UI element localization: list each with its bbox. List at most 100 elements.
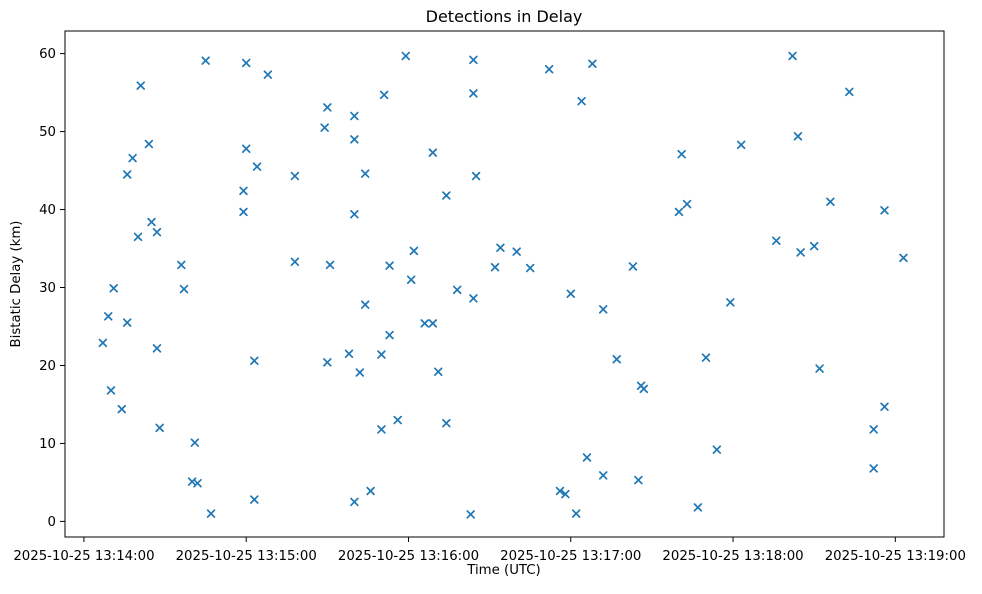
- scatter-point: [471, 171, 481, 181]
- scatter-point: [433, 367, 443, 376]
- scatter-point: [379, 90, 389, 100]
- scatter-point: [320, 123, 329, 132]
- y-tick-label: 60: [39, 47, 56, 62]
- scatter-point: [639, 384, 649, 394]
- scatter-point: [355, 368, 365, 377]
- scatter-point: [385, 261, 394, 270]
- scatter-point: [428, 319, 438, 328]
- scatter-point: [201, 56, 210, 65]
- scatter-point: [152, 227, 162, 237]
- scatter-point: [793, 132, 803, 141]
- scatter-point: [377, 425, 386, 434]
- y-tick-label: 10: [39, 437, 56, 452]
- scatter-point: [393, 415, 402, 425]
- scatter-point: [350, 497, 359, 507]
- scatter-point: [466, 510, 475, 519]
- scatter-point: [490, 262, 500, 272]
- scatter-point: [555, 486, 565, 496]
- scatter-point: [177, 260, 186, 270]
- scatter-point: [869, 425, 878, 434]
- scatter-point: [512, 247, 521, 256]
- scatter-point: [190, 438, 200, 447]
- scatter-point: [290, 171, 300, 181]
- scatter-point: [809, 241, 819, 251]
- scatter-point: [366, 486, 375, 496]
- scatter-point: [385, 330, 394, 340]
- scatter-point: [452, 285, 462, 295]
- scatter-point: [588, 59, 597, 68]
- scatter-point: [469, 89, 478, 98]
- scatter-point: [634, 475, 643, 485]
- x-tick-label: 2025-10-25 13:14:00: [13, 549, 154, 564]
- x-axis-label: Time (UTC): [466, 563, 541, 578]
- scatter-point: [250, 356, 259, 366]
- y-tick-label: 20: [39, 359, 56, 374]
- scatter-point: [612, 354, 621, 364]
- scatter-point: [377, 350, 386, 359]
- scatter-point: [104, 312, 113, 321]
- scatter-point: [241, 144, 251, 153]
- scatter-point: [845, 87, 854, 97]
- scatter-point: [577, 96, 586, 106]
- scatter-point: [350, 135, 359, 144]
- scatter-point: [469, 55, 478, 65]
- y-tick-label: 30: [39, 281, 56, 296]
- scatter-point: [193, 478, 202, 488]
- scatter-point: [360, 169, 370, 178]
- scatter-point: [117, 404, 127, 414]
- scatter-point: [598, 471, 608, 480]
- scatter-point: [796, 248, 805, 257]
- scatter-point: [290, 257, 300, 267]
- scatter-point: [144, 139, 154, 149]
- scatter-point: [420, 319, 429, 328]
- scatter-point: [325, 260, 335, 270]
- scatter-point: [726, 298, 735, 307]
- scatter-point: [677, 149, 686, 159]
- scatter-point: [239, 207, 248, 217]
- scatter-point: [109, 284, 118, 293]
- scatter-point: [442, 418, 451, 428]
- scatter-point: [98, 338, 108, 348]
- scatter-point: [239, 186, 248, 196]
- scatter-point: [406, 275, 416, 284]
- scatter-point: [693, 503, 703, 512]
- y-tick-label: 50: [39, 125, 56, 140]
- scatter-point: [155, 423, 164, 433]
- scatter-point: [880, 402, 889, 412]
- scatter-points: [98, 51, 908, 519]
- y-tick-label: 40: [39, 203, 56, 218]
- scatter-point: [525, 263, 535, 273]
- scatter-point: [133, 232, 143, 242]
- scatter-point: [122, 318, 132, 327]
- scatter-point: [701, 353, 711, 362]
- scatter-point: [263, 70, 273, 79]
- x-tick-label: 2025-10-25 13:19:00: [825, 549, 966, 564]
- y-axis-ticks: 0 10 20 30 40 50 60: [39, 47, 65, 530]
- scatter-point: [496, 243, 505, 252]
- plot-area: [64, 30, 945, 538]
- scatter-point: [179, 284, 189, 294]
- scatter-point: [899, 253, 908, 263]
- scatter-point: [628, 262, 638, 271]
- scatter-point: [128, 153, 137, 163]
- scatter-point: [250, 495, 259, 504]
- scatter-point: [147, 217, 156, 227]
- x-tick-label: 2025-10-25 13:16:00: [338, 549, 479, 564]
- scatter-point: [409, 246, 419, 256]
- scatter-point: [350, 209, 359, 219]
- x-tick-label: 2025-10-25 13:15:00: [176, 549, 317, 564]
- scatter-point: [152, 344, 162, 353]
- scatter-point: [561, 489, 570, 499]
- x-axis-ticks: 2025-10-25 13:14:00 2025-10-25 13:15:00 20…: [13, 537, 966, 564]
- scatter-point: [736, 140, 746, 150]
- scatter-point: [566, 289, 576, 298]
- y-tick-label: 0: [48, 515, 56, 530]
- scatter-point: [712, 445, 722, 454]
- scatter-point: [788, 51, 797, 61]
- scatter-point: [571, 509, 581, 518]
- y-axis-label: Bistatic Delay (km): [9, 221, 24, 348]
- scatter-point: [869, 464, 878, 473]
- scatter-point: [815, 364, 824, 373]
- scatter-point: [241, 58, 251, 68]
